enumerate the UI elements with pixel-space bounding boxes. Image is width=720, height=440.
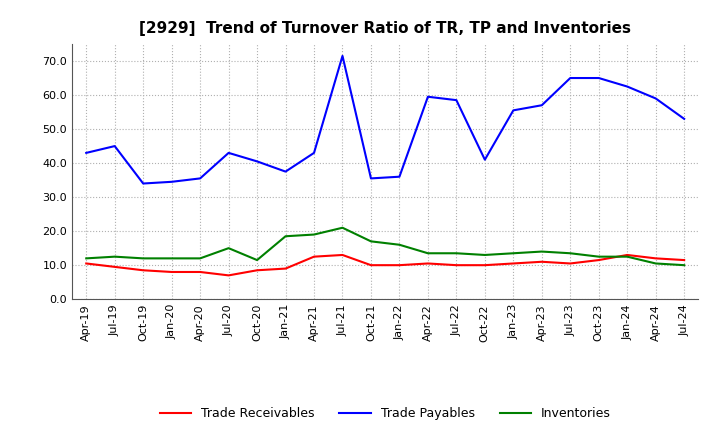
Inventories <box>282 234 290 239</box>
Trade Receivables <box>680 257 688 263</box>
Trade Payables <box>623 84 631 89</box>
Trade Receivables <box>595 257 603 263</box>
Trade Payables <box>366 176 375 181</box>
Trade Payables <box>196 176 204 181</box>
Inventories <box>82 256 91 261</box>
Inventories <box>110 254 119 259</box>
Inventories <box>623 254 631 259</box>
Trade Payables <box>282 169 290 174</box>
Trade Payables <box>253 159 261 164</box>
Trade Payables <box>395 174 404 180</box>
Line: Trade Payables: Trade Payables <box>86 56 684 183</box>
Inventories <box>225 246 233 251</box>
Legend: Trade Receivables, Trade Payables, Inventories: Trade Receivables, Trade Payables, Inven… <box>155 403 616 425</box>
Inventories <box>680 263 688 268</box>
Trade Payables <box>680 116 688 121</box>
Trade Payables <box>452 98 461 103</box>
Trade Payables <box>338 53 347 59</box>
Inventories <box>196 256 204 261</box>
Trade Receivables <box>566 261 575 266</box>
Trade Receivables <box>509 261 518 266</box>
Trade Receivables <box>652 256 660 261</box>
Trade Payables <box>566 75 575 81</box>
Trade Receivables <box>423 261 432 266</box>
Trade Payables <box>595 75 603 81</box>
Inventories <box>310 232 318 237</box>
Line: Inventories: Inventories <box>86 228 684 265</box>
Trade Receivables <box>110 264 119 270</box>
Trade Payables <box>139 181 148 186</box>
Inventories <box>509 251 518 256</box>
Trade Payables <box>167 179 176 184</box>
Trade Receivables <box>395 263 404 268</box>
Trade Receivables <box>537 259 546 264</box>
Trade Receivables <box>139 268 148 273</box>
Inventories <box>139 256 148 261</box>
Inventories <box>537 249 546 254</box>
Trade Payables <box>509 108 518 113</box>
Trade Payables <box>82 150 91 155</box>
Trade Payables <box>110 143 119 149</box>
Trade Receivables <box>196 269 204 275</box>
Inventories <box>480 252 489 257</box>
Trade Receivables <box>366 263 375 268</box>
Trade Payables <box>423 94 432 99</box>
Trade Payables <box>310 150 318 155</box>
Trade Payables <box>537 103 546 108</box>
Trade Receivables <box>82 261 91 266</box>
Trade Receivables <box>167 269 176 275</box>
Trade Receivables <box>623 252 631 257</box>
Inventories <box>423 251 432 256</box>
Inventories <box>167 256 176 261</box>
Trade Receivables <box>253 268 261 273</box>
Trade Receivables <box>480 263 489 268</box>
Line: Trade Receivables: Trade Receivables <box>86 255 684 275</box>
Inventories <box>253 257 261 263</box>
Trade Receivables <box>282 266 290 271</box>
Trade Payables <box>652 96 660 101</box>
Title: [2929]  Trend of Turnover Ratio of TR, TP and Inventories: [2929] Trend of Turnover Ratio of TR, TP… <box>139 21 631 36</box>
Trade Receivables <box>452 263 461 268</box>
Inventories <box>652 261 660 266</box>
Trade Receivables <box>225 273 233 278</box>
Inventories <box>595 254 603 259</box>
Trade Payables <box>225 150 233 155</box>
Inventories <box>395 242 404 247</box>
Trade Receivables <box>338 252 347 257</box>
Trade Payables <box>480 157 489 162</box>
Inventories <box>452 251 461 256</box>
Inventories <box>338 225 347 231</box>
Inventories <box>566 251 575 256</box>
Trade Receivables <box>310 254 318 259</box>
Inventories <box>366 239 375 244</box>
